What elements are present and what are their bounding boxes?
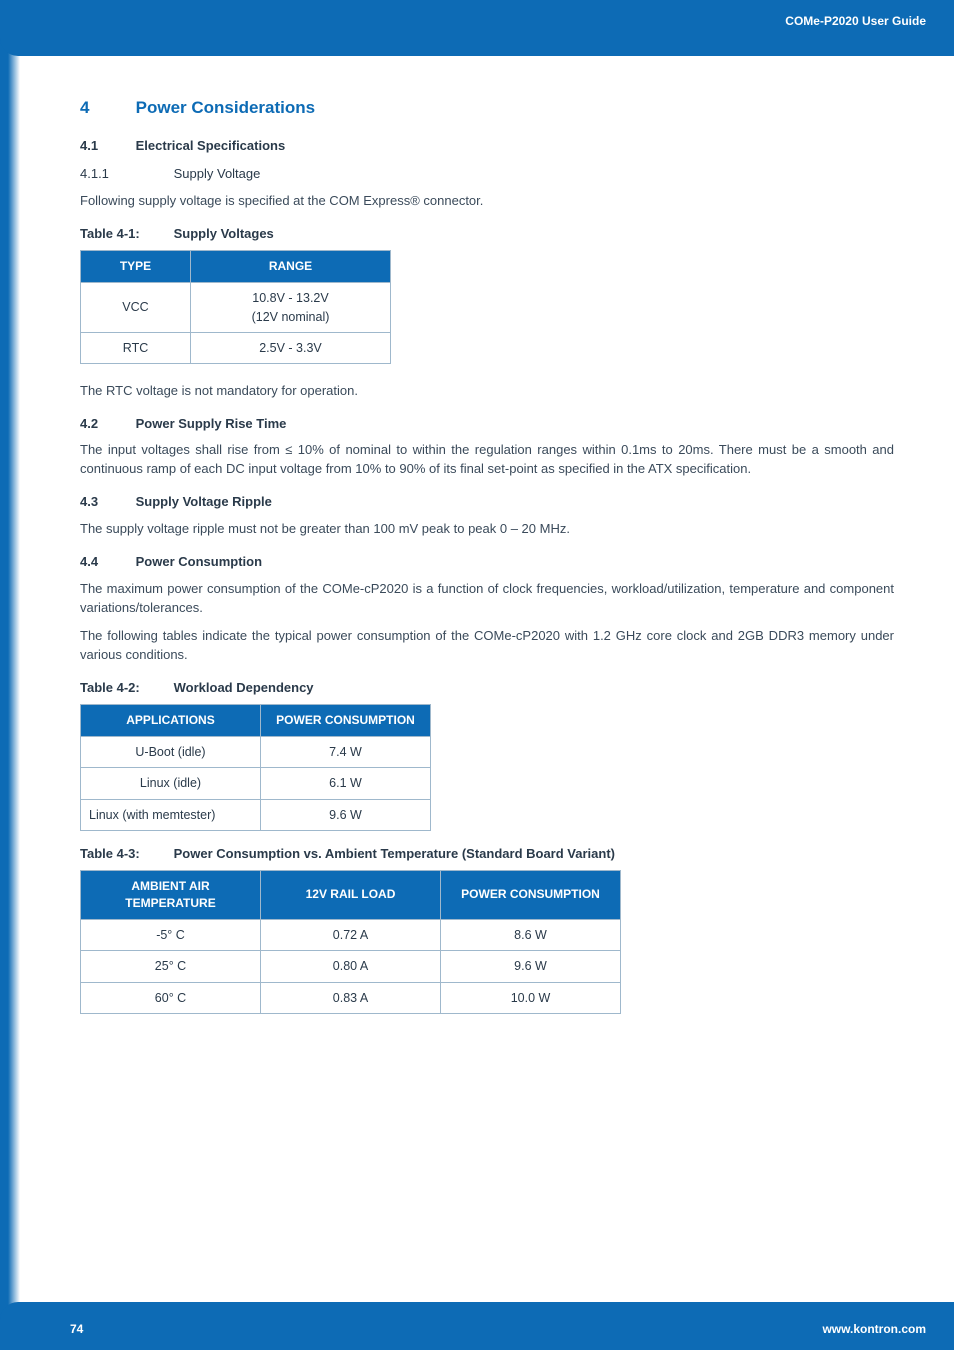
footer-bar: 74 www.kontron.com xyxy=(0,1302,954,1350)
section-title: Power Considerations xyxy=(136,96,315,121)
table-cell: U-Boot (idle) xyxy=(81,737,261,768)
table-header: POWER CONSUMPTION xyxy=(441,870,621,920)
table-header: AMBIENT AIR TEMPERATURE xyxy=(81,870,261,920)
rtc-note: The RTC voltage is not mandatory for ope… xyxy=(80,382,894,401)
table-header: TYPE xyxy=(81,251,191,283)
table-caption-text: Supply Voltages xyxy=(174,225,274,244)
table-row: -5° C 0.72 A 8.6 W xyxy=(81,920,621,951)
table-cell: 0.83 A xyxy=(261,982,441,1013)
guide-title: COMe-P2020 User Guide xyxy=(785,14,926,28)
table-supply-voltages: TYPE RANGE VCC 10.8V - 13.2V (12V nomina… xyxy=(80,250,391,364)
table-cell: Linux (idle) xyxy=(81,768,261,799)
table-4-1-caption: Table 4-1: Supply Voltages xyxy=(80,225,894,244)
page-number: 74 xyxy=(70,1322,83,1336)
table-cell: 10.8V - 13.2V (12V nominal) xyxy=(191,283,391,332)
table-cell: 9.6 W xyxy=(261,799,431,830)
section-4-2-heading: 4.2 Power Supply Rise Time xyxy=(80,415,894,434)
section-4-4-heading: 4.4 Power Consumption xyxy=(80,553,894,572)
table-cell: 10.0 W xyxy=(441,982,621,1013)
top-banner: COMe-P2020 User Guide xyxy=(0,0,954,56)
table-workload-dependency: APPLICATIONS POWER CONSUMPTION U-Boot (i… xyxy=(80,704,431,831)
section-number: 4 xyxy=(80,96,132,121)
subsection-title: Electrical Specifications xyxy=(136,137,286,156)
table-cell: 8.6 W xyxy=(441,920,621,951)
table-4-3-caption: Table 4-3: Power Consumption vs. Ambient… xyxy=(80,845,894,864)
table-caption-text: Power Consumption vs. Ambient Temperatur… xyxy=(174,845,615,864)
subsection-number: 4.1 xyxy=(80,137,132,156)
supply-voltage-para: Following supply voltage is specified at… xyxy=(80,192,894,211)
footer-site: www.kontron.com xyxy=(822,1322,926,1336)
table-cell: VCC xyxy=(81,283,191,332)
table-cell: 25° C xyxy=(81,951,261,982)
table-row: 25° C 0.80 A 9.6 W xyxy=(81,951,621,982)
subsection-title: Power Consumption xyxy=(136,553,262,572)
table-header: APPLICATIONS xyxy=(81,704,261,736)
table-caption-label: Table 4-2: xyxy=(80,679,170,698)
range-line1: 10.8V - 13.2V xyxy=(252,291,328,305)
table-cell: 60° C xyxy=(81,982,261,1013)
subsection-number: 4.3 xyxy=(80,493,132,512)
table-4-2-caption: Table 4-2: Workload Dependency xyxy=(80,679,894,698)
table-cell: RTC xyxy=(81,332,191,363)
range-line2: (12V nominal) xyxy=(252,310,330,324)
table-cell: Linux (with memtester) xyxy=(81,799,261,830)
subsection-number: 4.2 xyxy=(80,415,132,434)
table-header: RANGE xyxy=(191,251,391,283)
ripple-para: The supply voltage ripple must not be gr… xyxy=(80,520,894,539)
table-cell: 7.4 W xyxy=(261,737,431,768)
table-cell: 9.6 W xyxy=(441,951,621,982)
subsubsection-title: Supply Voltage xyxy=(174,165,261,184)
subsection-title: Power Supply Rise Time xyxy=(136,415,287,434)
table-row: Linux (with memtester) 9.6 W xyxy=(81,799,431,830)
rise-time-para: The input voltages shall rise from ≤ 10%… xyxy=(80,441,894,479)
table-cell: 6.1 W xyxy=(261,768,431,799)
section-4-1-1-heading: 4.1.1 Supply Voltage xyxy=(80,165,894,184)
table-cell: 2.5V - 3.3V xyxy=(191,332,391,363)
page-content: 4 Power Considerations 4.1 Electrical Sp… xyxy=(0,56,954,1252)
table-caption-label: Table 4-3: xyxy=(80,845,170,864)
subsubsection-number: 4.1.1 xyxy=(80,165,170,184)
section-4-3-heading: 4.3 Supply Voltage Ripple xyxy=(80,493,894,512)
section-4-1-heading: 4.1 Electrical Specifications xyxy=(80,137,894,156)
power-consumption-para1: The maximum power consumption of the COM… xyxy=(80,580,894,618)
table-caption-label: Table 4-1: xyxy=(80,225,170,244)
table-caption-text: Workload Dependency xyxy=(174,679,314,698)
table-cell: -5° C xyxy=(81,920,261,951)
power-consumption-para2: The following tables indicate the typica… xyxy=(80,627,894,665)
subsection-title: Supply Voltage Ripple xyxy=(136,493,272,512)
table-row: 60° C 0.83 A 10.0 W xyxy=(81,982,621,1013)
table-header: POWER CONSUMPTION xyxy=(261,704,431,736)
table-row: VCC 10.8V - 13.2V (12V nominal) xyxy=(81,283,391,332)
table-cell: 0.80 A xyxy=(261,951,441,982)
section-4-heading: 4 Power Considerations xyxy=(80,96,894,121)
subsection-number: 4.4 xyxy=(80,553,132,572)
table-row: U-Boot (idle) 7.4 W xyxy=(81,737,431,768)
table-power-vs-temperature: AMBIENT AIR TEMPERATURE 12V RAIL LOAD PO… xyxy=(80,870,621,1014)
table-cell: 0.72 A xyxy=(261,920,441,951)
table-header: 12V RAIL LOAD xyxy=(261,870,441,920)
table-row: RTC 2.5V - 3.3V xyxy=(81,332,391,363)
table-row: Linux (idle) 6.1 W xyxy=(81,768,431,799)
